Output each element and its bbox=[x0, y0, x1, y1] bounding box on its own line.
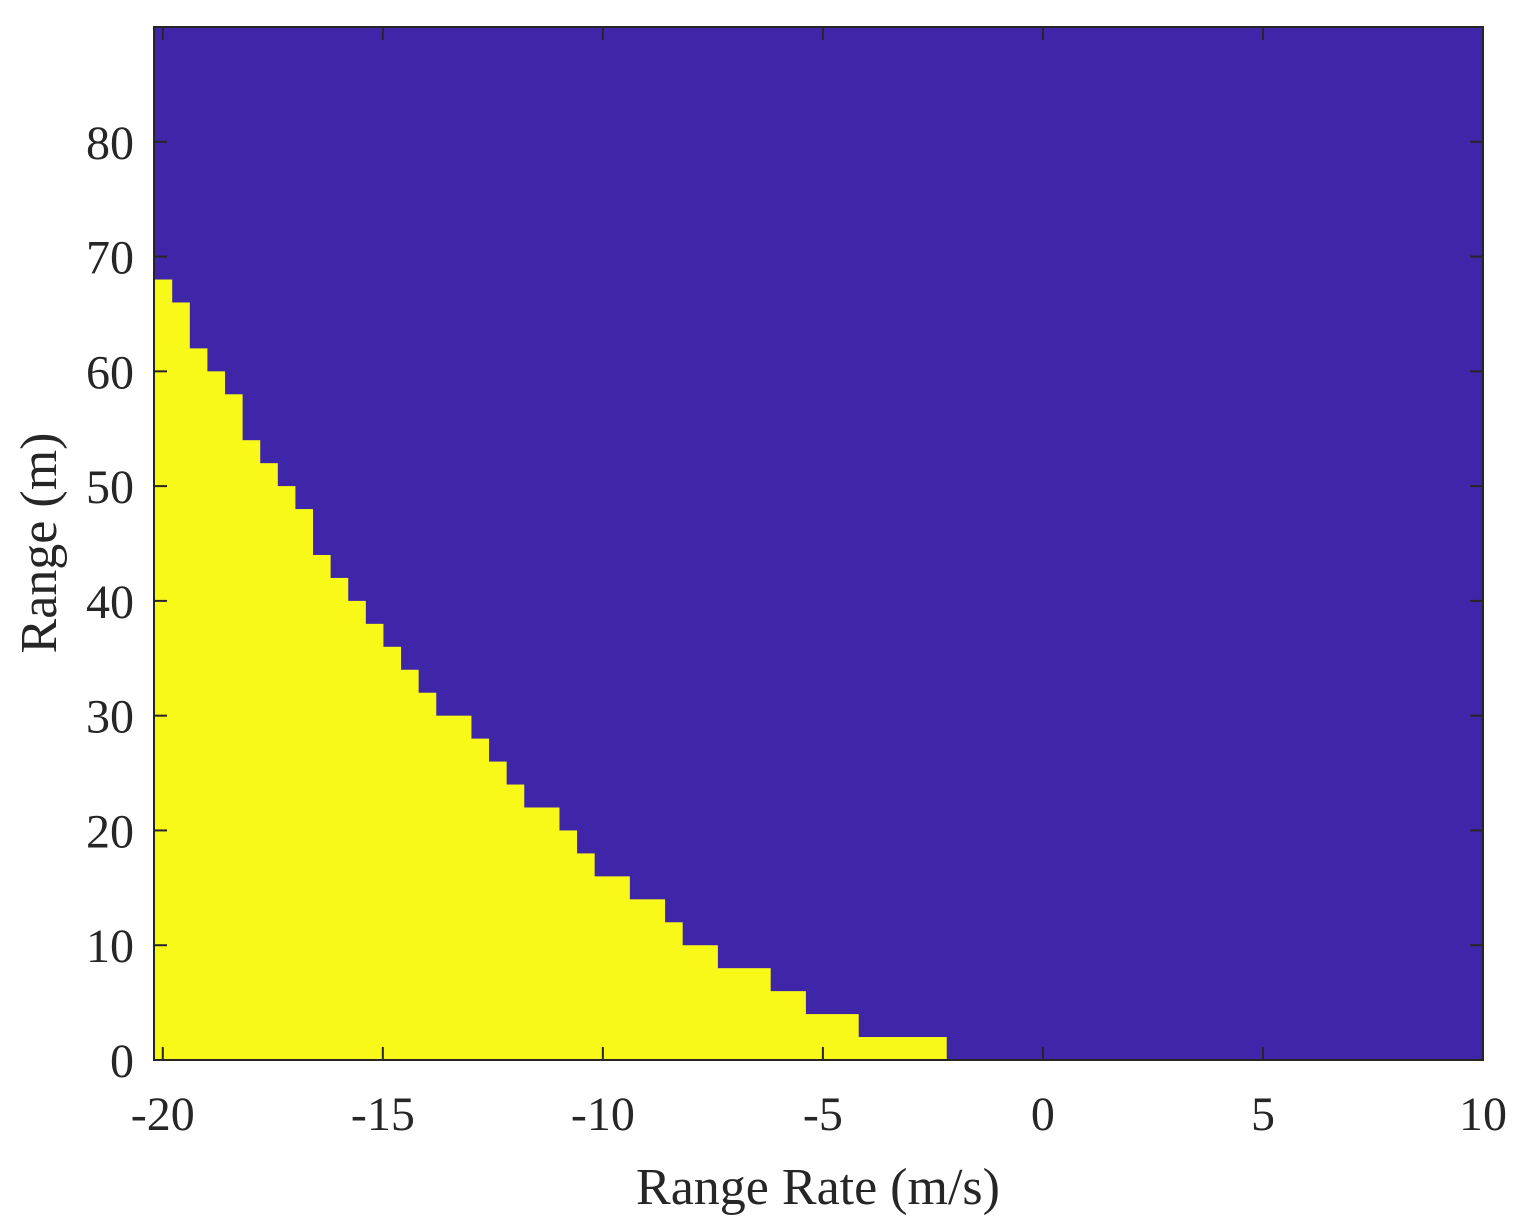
highlight-cell-column bbox=[805, 1014, 859, 1060]
y-tick-label: 20 bbox=[86, 805, 134, 858]
y-axis-ticks: 0 10 20 30 40 50 60 70 80 bbox=[86, 117, 1483, 1088]
highlight-cell-column bbox=[259, 463, 278, 1061]
x-tick-label: 0 bbox=[1031, 1088, 1055, 1141]
x-tick-label: -5 bbox=[803, 1088, 843, 1141]
highlight-cell-column bbox=[858, 1037, 947, 1060]
highlight-cell-column bbox=[435, 715, 472, 1060]
highlight-cell-column bbox=[488, 761, 507, 1060]
highlight-cell-column bbox=[365, 623, 384, 1060]
y-tick-label: 70 bbox=[86, 232, 134, 285]
x-axis-title: Range Rate (m/s) bbox=[636, 1159, 1000, 1216]
highlight-cell-column bbox=[347, 600, 366, 1060]
highlight-cell-column bbox=[224, 394, 243, 1060]
x-tick-label: -15 bbox=[351, 1088, 415, 1141]
highlight-cell-column bbox=[770, 991, 806, 1060]
highlight-cell-column bbox=[382, 646, 402, 1060]
highlight-cell-column bbox=[682, 945, 718, 1060]
y-tick-label: 10 bbox=[86, 920, 134, 973]
highlight-cell-column bbox=[294, 509, 314, 1061]
highlight-cell-column bbox=[154, 279, 173, 1060]
highlight-cell-column bbox=[717, 968, 771, 1060]
y-tick-label: 80 bbox=[86, 117, 134, 170]
y-tick-label: 0 bbox=[110, 1035, 134, 1088]
highlight-cell-column bbox=[189, 348, 208, 1060]
y-tick-label: 40 bbox=[86, 576, 134, 629]
x-tick-label: 5 bbox=[1251, 1088, 1275, 1141]
x-tick-label: -10 bbox=[571, 1088, 635, 1141]
highlight-cell-column bbox=[523, 807, 560, 1060]
highlight-cell-column bbox=[629, 899, 666, 1060]
highlight-cell-column bbox=[470, 738, 490, 1060]
highlight-cell-column bbox=[330, 577, 349, 1060]
y-tick-label: 30 bbox=[86, 691, 134, 744]
highlight-cell-column bbox=[312, 554, 331, 1060]
highlight-cell-column bbox=[558, 830, 578, 1060]
highlight-cell-column bbox=[594, 876, 630, 1060]
x-axis-ticks: -20 -15 -10 -5 0 5 10 bbox=[131, 27, 1507, 1141]
highlight-cell-column bbox=[400, 669, 419, 1060]
highlight-cell-column bbox=[277, 486, 296, 1061]
y-tick-label: 60 bbox=[86, 346, 134, 399]
x-tick-label: -20 bbox=[131, 1088, 195, 1141]
highlight-cell-column bbox=[506, 784, 525, 1060]
plot-frame bbox=[153, 26, 1484, 1061]
y-tick-label: 50 bbox=[86, 461, 134, 514]
y-axis-title: Range (m) bbox=[11, 433, 68, 654]
highlight-cell-column bbox=[206, 371, 226, 1060]
highlight-cell-column bbox=[664, 922, 683, 1060]
highlight-cell-column bbox=[576, 853, 595, 1060]
x-tick-label: 10 bbox=[1459, 1088, 1507, 1141]
highlight-cell-column bbox=[171, 302, 190, 1060]
highlight-region-group bbox=[154, 279, 947, 1061]
highlight-cell-column bbox=[242, 440, 261, 1060]
highlight-cell-column bbox=[418, 692, 437, 1060]
